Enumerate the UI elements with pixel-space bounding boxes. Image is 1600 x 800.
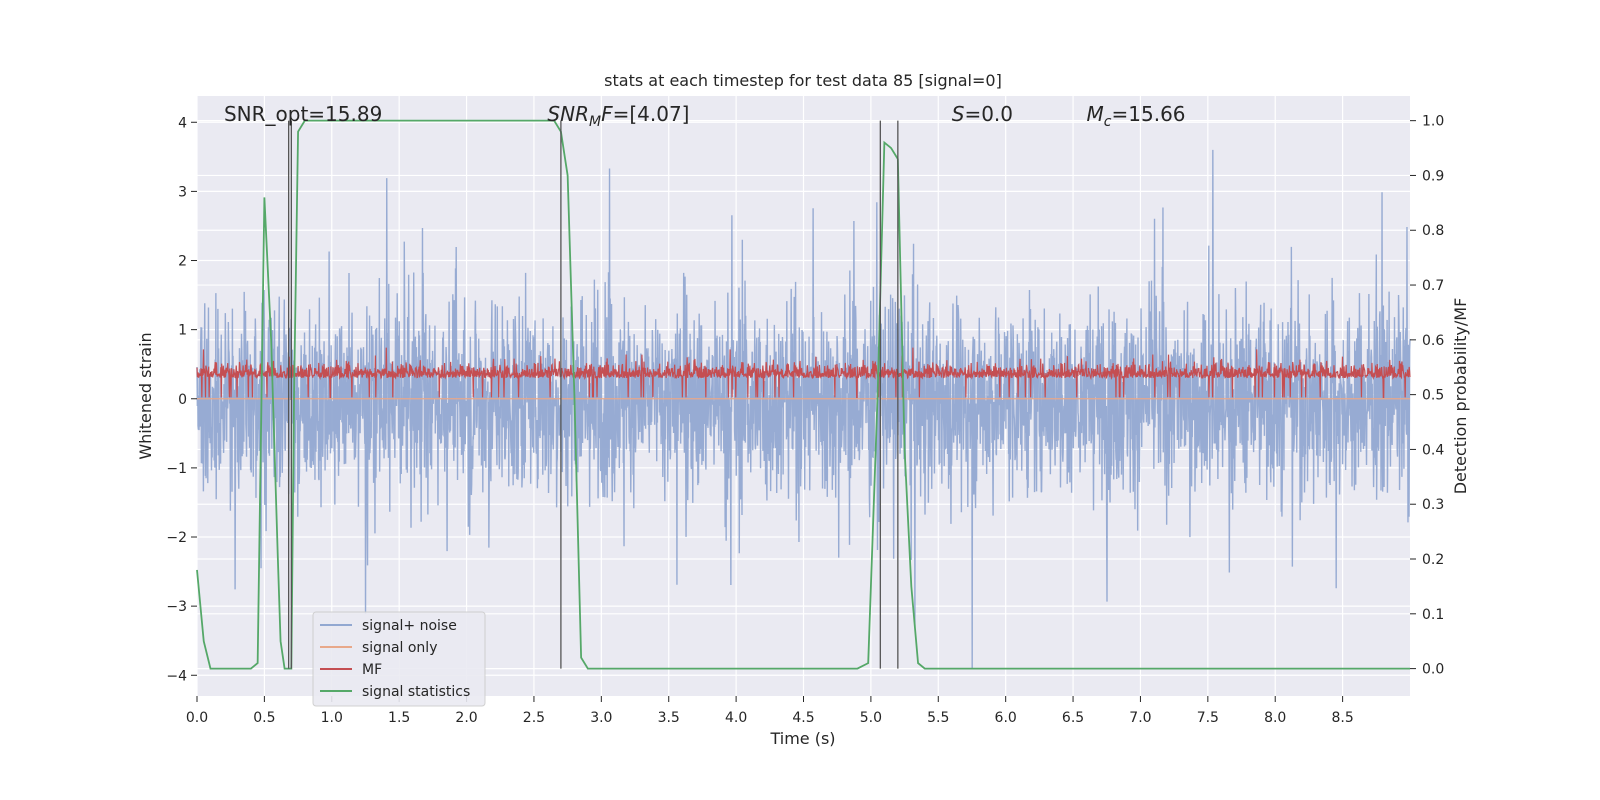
x-tick-label-6: 3.0 xyxy=(590,710,612,726)
y-right-tick-label-9: 0.1 xyxy=(1422,607,1444,623)
y-tick-label-7: −3 xyxy=(166,599,187,615)
x-tick-label-8: 4.0 xyxy=(725,710,747,726)
x-tick-label-5: 2.5 xyxy=(523,710,545,726)
y-right-tick-label-5: 0.5 xyxy=(1422,388,1444,404)
y-tick-label-5: −1 xyxy=(166,461,187,477)
x-tick-label-15: 7.5 xyxy=(1197,710,1219,726)
legend-label-2: MF xyxy=(362,662,382,678)
x-tick-label-4: 2.0 xyxy=(455,710,477,726)
x-tick-label-2: 1.0 xyxy=(321,710,343,726)
y-right-tick-label-0: 1.0 xyxy=(1422,114,1444,130)
legend-label-0: signal+ noise xyxy=(362,618,457,634)
y-right-tick-label-10: 0.0 xyxy=(1422,662,1444,678)
chart-title: stats at each timestep for test data 85 … xyxy=(604,71,1002,90)
x-tick-label-14: 7.0 xyxy=(1129,710,1151,726)
series-signal-noise-line xyxy=(196,149,1411,669)
x-tick-label-3: 1.5 xyxy=(388,710,410,726)
legend-label-3: signal statistics xyxy=(362,684,470,700)
y-tick-label-4: 0 xyxy=(178,392,187,408)
y-axis-right-label: Detection probability/MF xyxy=(1451,298,1470,495)
y-right-tick-label-2: 0.8 xyxy=(1422,223,1444,239)
x-tick-label-7: 3.5 xyxy=(658,710,680,726)
series-layer xyxy=(196,119,1411,670)
y-right-tick-label-6: 0.4 xyxy=(1422,442,1444,458)
series-mf-line xyxy=(196,347,1411,398)
y-right-tick-label-3: 0.7 xyxy=(1422,278,1444,294)
x-tick-label-11: 5.5 xyxy=(927,710,949,726)
legend: signal+ noise signal only MF signal statist… xyxy=(312,611,486,707)
x-tick-label-1: 0.5 xyxy=(253,710,275,726)
annotation-2: S=0.0 xyxy=(952,102,1013,126)
x-axis: 0.0 0.5 1.0 1.5 2.0 2.5 3.0 3.5 4.0 4.5 5.0 5.5 6.0 6… xyxy=(186,696,1354,726)
right-y-axis: 1.0 0.9 0.8 0.7 0.6 0.5 0.4 0.3 0.2 0.1 0.0 xyxy=(1410,114,1444,678)
x-tick-label-10: 5.0 xyxy=(860,710,882,726)
left-y-axis: 4 3 2 1 0 −1 −2 −3 −4 xyxy=(166,115,197,684)
annotation-1: SNRMF=[4.07] xyxy=(547,102,689,130)
y-tick-label-3: 1 xyxy=(178,323,187,339)
y-axis-label: Whitened strain xyxy=(136,332,155,459)
y-tick-label-1: 3 xyxy=(178,184,187,200)
annotation-3: Mc=15.66 xyxy=(1087,102,1186,130)
x-tick-label-13: 6.5 xyxy=(1062,710,1084,726)
y-right-tick-label-7: 0.3 xyxy=(1422,497,1444,513)
y-tick-label-6: −2 xyxy=(166,530,187,546)
vertical-lines xyxy=(287,120,899,669)
x-tick-label-16: 8.0 xyxy=(1264,710,1286,726)
x-tick-label-12: 6.0 xyxy=(995,710,1017,726)
x-axis-label: Time (s) xyxy=(769,729,835,748)
series-signal-statistics-line xyxy=(196,119,1410,670)
x-tick-label-9: 4.5 xyxy=(792,710,814,726)
x-tick-label-17: 8.5 xyxy=(1331,710,1353,726)
y-tick-label-2: 2 xyxy=(178,254,187,270)
annotations: SNR_opt=15.89 SNRMF=[4.07] S=0.0 Mc=15.66 xyxy=(224,102,1186,130)
y-tick-label-8: −4 xyxy=(166,668,187,684)
x-tick-label-0: 0.0 xyxy=(186,710,208,726)
y-right-tick-label-1: 0.9 xyxy=(1422,168,1444,184)
y-right-tick-label-8: 0.2 xyxy=(1422,552,1444,568)
y-tick-label-0: 4 xyxy=(178,115,187,131)
legend-label-1: signal only xyxy=(362,640,437,656)
annotation-0: SNR_opt=15.89 xyxy=(224,102,382,126)
y-right-tick-label-4: 0.6 xyxy=(1422,333,1444,349)
legend-box xyxy=(312,611,486,707)
